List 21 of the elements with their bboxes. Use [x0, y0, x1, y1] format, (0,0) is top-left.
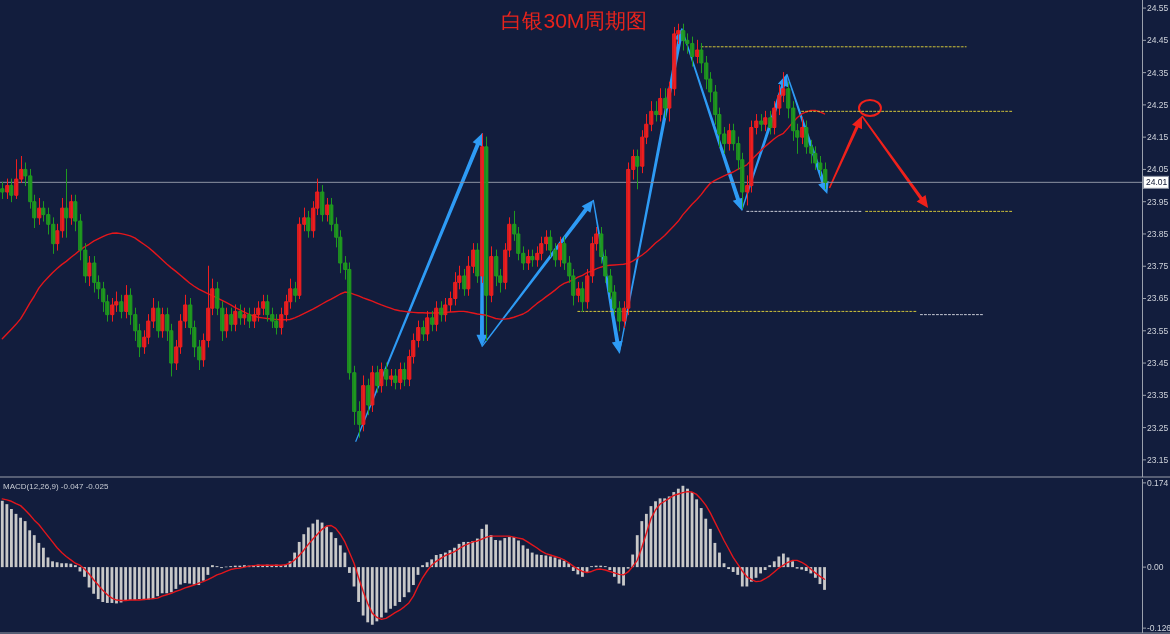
y-tick-label: 24.35 [1147, 67, 1169, 78]
y-tick-label: 23.15 [1147, 454, 1169, 465]
y-tick-label: 24.55 [1147, 3, 1169, 14]
y-tick-label: 0.174 [1147, 477, 1169, 488]
y-tick-label: 0.00 [1147, 562, 1164, 573]
y-tick-label: 24.45 [1147, 35, 1169, 46]
ref-line-label: 24.01 [1146, 177, 1168, 188]
y-tick-label: 23.65 [1147, 293, 1169, 304]
y-tick-label: 23.85 [1147, 228, 1169, 239]
y-tick-label: -0.126 [1147, 623, 1170, 634]
y-tick-label: 24.05 [1147, 164, 1169, 175]
y-tick-label: 23.35 [1147, 390, 1169, 401]
y-tick-label: 23.25 [1147, 422, 1169, 433]
y-tick-label: 23.95 [1147, 196, 1169, 207]
y-tick-label: 24.25 [1147, 99, 1169, 110]
annotation: MACD(12,26,9) -0.047 -0.025 [3, 482, 109, 491]
y-tick-label: 23.45 [1147, 358, 1169, 369]
y-tick-label: 23.55 [1147, 325, 1169, 336]
chart-title: 白银30M周期图 [501, 9, 648, 32]
y-tick-label: 24.15 [1147, 132, 1169, 143]
y-tick-label: 23.75 [1147, 261, 1169, 272]
